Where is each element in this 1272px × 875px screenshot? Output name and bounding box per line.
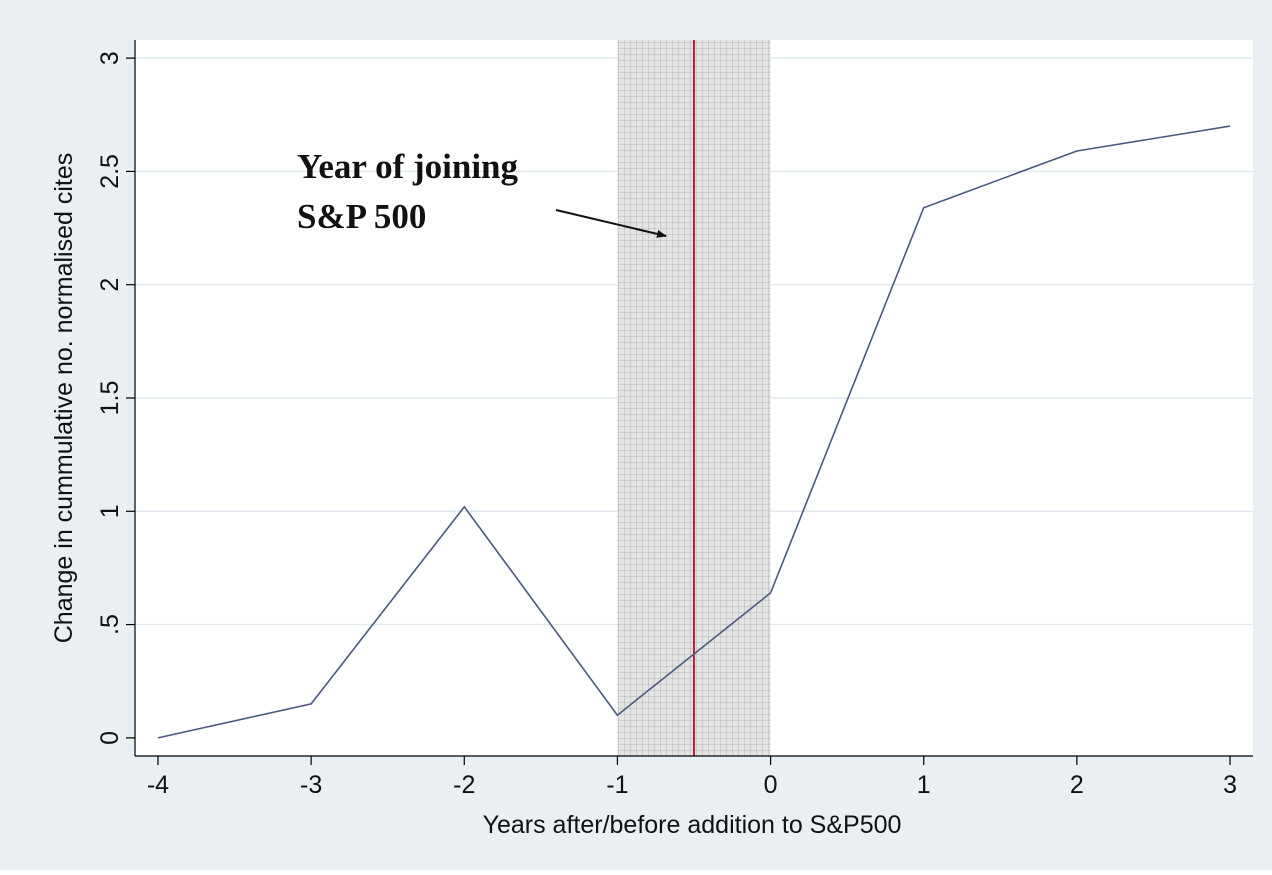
y-tick-label: 1.5 <box>96 381 124 416</box>
x-tick-label: -1 <box>606 771 628 799</box>
y-tick-label: 0 <box>96 731 124 745</box>
x-tick-label: 2 <box>1070 771 1084 799</box>
y-tick-label: 1 <box>96 504 124 518</box>
x-tick-label: 0 <box>764 771 778 799</box>
y-tick-label: 2.5 <box>96 154 124 189</box>
x-tick-label: 3 <box>1223 771 1237 799</box>
x-tick-label: 1 <box>917 771 931 799</box>
x-tick-label: -3 <box>300 771 322 799</box>
y-tick-label: .5 <box>96 614 124 635</box>
annotation-line-2: S&P 500 <box>297 197 426 236</box>
y-axis-label: Change in cummulative no. normalised cit… <box>50 153 78 644</box>
x-axis-label: Years after/before addition to S&P500 <box>483 811 902 839</box>
x-tick-label: -2 <box>453 771 475 799</box>
y-tick-label: 3 <box>96 51 124 65</box>
y-tick-label: 2 <box>96 278 124 292</box>
x-tick-label: -4 <box>147 771 169 799</box>
annotation-line-1: Year of joining <box>297 147 519 186</box>
